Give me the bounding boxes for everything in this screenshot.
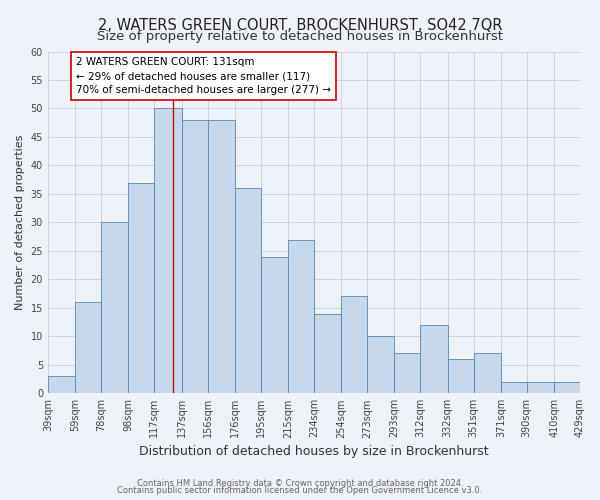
- Bar: [554, 382, 580, 394]
- Bar: [394, 354, 421, 394]
- Bar: [288, 240, 314, 394]
- Bar: [421, 325, 448, 394]
- Bar: [75, 302, 101, 394]
- Text: Contains public sector information licensed under the Open Government Licence v3: Contains public sector information licen…: [118, 486, 482, 495]
- Bar: [235, 188, 261, 394]
- Bar: [182, 120, 208, 394]
- Bar: [367, 336, 394, 394]
- Y-axis label: Number of detached properties: Number of detached properties: [15, 134, 25, 310]
- Text: 2, WATERS GREEN COURT, BROCKENHURST, SO42 7QR: 2, WATERS GREEN COURT, BROCKENHURST, SO4…: [98, 18, 502, 32]
- Bar: [527, 382, 554, 394]
- Bar: [473, 354, 501, 394]
- Bar: [154, 108, 182, 394]
- Text: Size of property relative to detached houses in Brockenhurst: Size of property relative to detached ho…: [97, 30, 503, 43]
- Bar: [128, 182, 154, 394]
- Text: Contains HM Land Registry data © Crown copyright and database right 2024.: Contains HM Land Registry data © Crown c…: [137, 478, 463, 488]
- Bar: [314, 314, 341, 394]
- Bar: [261, 256, 288, 394]
- Bar: [448, 359, 473, 394]
- Bar: [48, 376, 75, 394]
- Bar: [208, 120, 235, 394]
- Bar: [101, 222, 128, 394]
- Bar: [341, 296, 367, 394]
- Text: 2 WATERS GREEN COURT: 131sqm
← 29% of detached houses are smaller (117)
70% of s: 2 WATERS GREEN COURT: 131sqm ← 29% of de…: [76, 57, 331, 95]
- Bar: [501, 382, 527, 394]
- X-axis label: Distribution of detached houses by size in Brockenhurst: Distribution of detached houses by size …: [139, 444, 489, 458]
